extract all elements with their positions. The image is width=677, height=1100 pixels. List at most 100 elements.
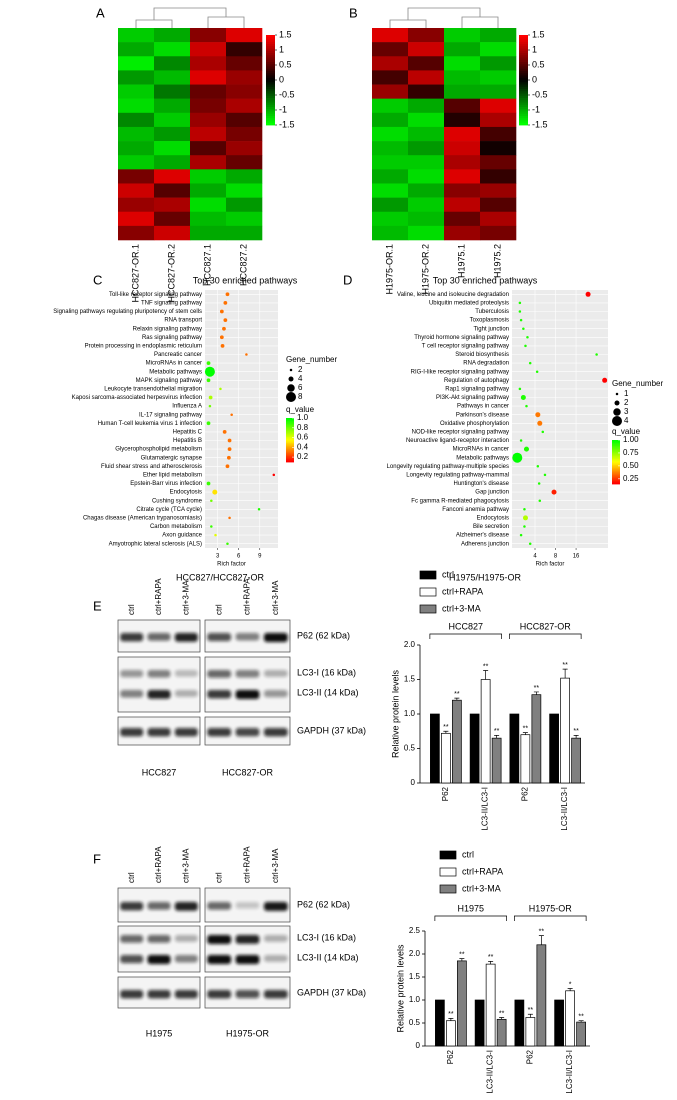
colorbar-step <box>519 64 528 67</box>
bubble <box>223 318 228 322</box>
heatmap-cell <box>154 98 191 114</box>
category-label: RNA degradation <box>463 361 509 367</box>
group-label: HCC827-OR <box>520 621 572 631</box>
color-legend-step <box>286 438 294 441</box>
blot-band <box>174 935 198 942</box>
colorbar-step <box>519 122 528 126</box>
x-tick-label: 4 <box>533 554 537 560</box>
colorbar-step <box>266 118 275 121</box>
lane-label: ctrl+RAPA <box>154 846 163 883</box>
colorbar-step <box>266 57 275 61</box>
bubble <box>226 455 231 460</box>
significance: ** <box>523 725 529 732</box>
bubble <box>219 309 224 314</box>
color-legend-step <box>612 459 620 461</box>
bar <box>496 1018 507 1047</box>
category-label: Citrate cycle (TCA cycle) <box>136 507 202 513</box>
heatmap-cell <box>444 84 481 99</box>
heatmap-cell <box>408 112 445 128</box>
category-label: Toxoplasmosis <box>470 318 509 324</box>
band-label: LC3-I (16 kDa) <box>297 667 356 677</box>
bubble <box>222 326 226 331</box>
category-label: IL-17 signaling pathway <box>139 412 202 418</box>
y-tick-label: 2.0 <box>404 640 416 649</box>
category-label: Relaxin signaling pathway <box>133 326 202 332</box>
color-legend-step <box>286 444 294 447</box>
bubble <box>536 465 540 468</box>
colorbar-label: -1.5 <box>279 119 295 129</box>
heatmap-cell <box>372 169 409 184</box>
heatmap-cell <box>408 28 445 43</box>
lane-label: ctrl <box>127 604 136 615</box>
color-legend-step <box>286 429 294 432</box>
significance: ** <box>562 662 568 669</box>
panel-label: C <box>93 272 102 287</box>
category-label: Human T-cell leukemia virus 1 infection <box>98 421 202 427</box>
color-legend-step <box>612 467 620 470</box>
color-legend-step <box>612 475 620 478</box>
error-bar <box>533 691 539 695</box>
y-axis-label: Relative protein levels <box>395 944 405 1033</box>
bubble <box>219 335 224 340</box>
legend-label: ctrl <box>462 849 474 859</box>
heatmap-cell <box>408 225 445 241</box>
plot-background <box>205 290 278 548</box>
bubble <box>225 292 230 297</box>
colorbar-step <box>266 41 275 45</box>
bubble <box>222 430 227 434</box>
colorbar-step <box>266 68 275 72</box>
heatmap-cell <box>154 42 191 57</box>
colorbar-step <box>519 53 528 56</box>
heatmap-cell <box>226 169 263 184</box>
size-legend-dot <box>613 408 621 416</box>
bar <box>469 713 480 784</box>
color-legend-step <box>612 445 620 448</box>
colorbar-label: -1.5 <box>532 119 548 129</box>
size-legend-label: 2 <box>624 398 629 407</box>
blot-band <box>147 935 171 943</box>
color-legend-step <box>612 470 620 473</box>
blot-band <box>207 990 232 999</box>
colorbar-step <box>519 113 528 117</box>
category-label: Valine, leucine and isoleucine degradati… <box>397 292 509 298</box>
legend-swatch <box>419 587 437 597</box>
heatmap-cell <box>190 56 227 71</box>
bar <box>446 1020 456 1047</box>
category-label: Kaposi sarcoma-associated herpesvirus in… <box>72 395 202 401</box>
bubble <box>543 473 547 477</box>
heatmap-cell <box>226 84 263 99</box>
heatmap-cell <box>372 28 409 43</box>
heatmap-cell <box>226 155 263 170</box>
heatmap-cell <box>190 42 227 57</box>
bubble <box>220 344 225 348</box>
category-label: Adherens junction <box>461 541 509 547</box>
blot-frame <box>204 925 291 973</box>
blot-band <box>120 902 144 911</box>
bar <box>435 999 445 1047</box>
bubble <box>219 387 222 391</box>
colorbar-step <box>266 120 275 124</box>
blot-band <box>120 955 144 964</box>
lane-label: ctrl <box>127 872 136 883</box>
category-label: RIG-I-like receptor signaling pathway <box>411 369 509 375</box>
heatmap-cell <box>372 42 409 57</box>
bar <box>576 1021 586 1047</box>
blot-band <box>235 728 260 737</box>
color-legend-label: 0.8 <box>297 423 309 432</box>
blot-frame <box>204 656 291 713</box>
bubble <box>210 525 213 528</box>
color-legend-step <box>286 420 294 423</box>
blot-band <box>174 690 198 697</box>
colorbar-step <box>266 100 275 103</box>
heatmap-cell <box>118 141 155 156</box>
heatmap-cell <box>480 70 517 85</box>
bubble <box>528 542 532 545</box>
blot-band <box>174 955 198 963</box>
blot-band <box>120 935 144 943</box>
colorbar-step <box>519 107 528 110</box>
bar <box>509 713 520 784</box>
color-legend-step <box>612 451 620 454</box>
color-legend-label: 0.6 <box>297 433 309 442</box>
bubble <box>226 542 229 545</box>
